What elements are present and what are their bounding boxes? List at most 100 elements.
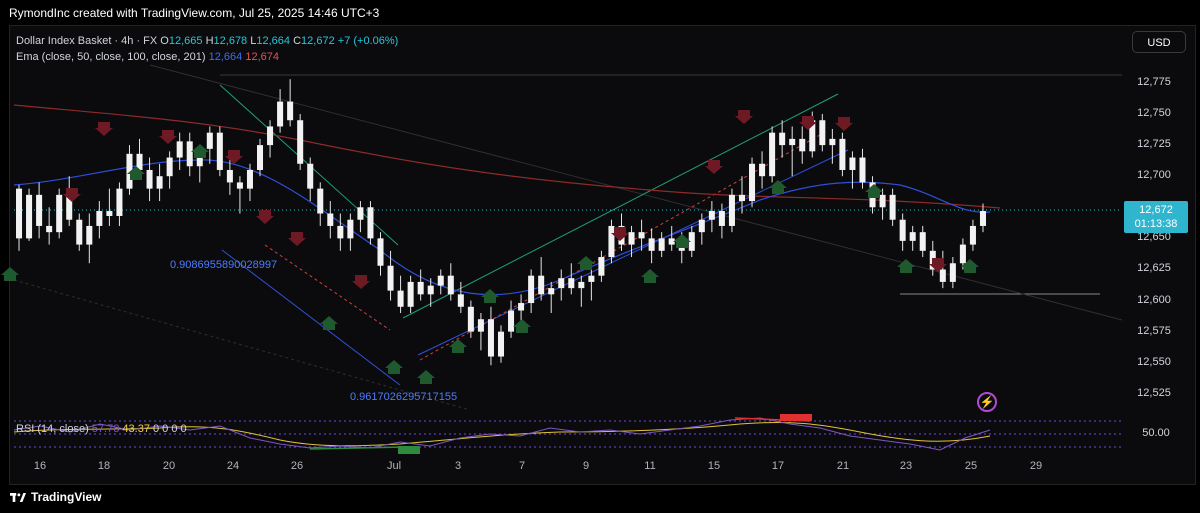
open-label: O [160,35,169,47]
buy-arrow-icon [481,289,499,303]
y-tick-label: 12,750 [1137,107,1171,119]
ema-value-slow: 12,674 [245,51,279,63]
candle-body [457,294,464,307]
channel-lower-down [221,249,401,386]
candle-body [779,132,786,146]
candle-body [508,310,515,332]
candle-body [949,263,956,282]
high-value: 12,678 [213,35,248,47]
buy-arrow-icon [865,184,883,198]
candle-body [668,238,675,245]
candle-body [558,278,565,289]
x-tick-label: 25 [964,460,978,472]
dashed-mid-down [264,244,391,331]
ema-slow-line [13,104,1001,209]
candle-body [979,211,986,226]
candle-body [829,138,836,146]
chart-frame[interactable] [9,25,1196,485]
fib-label-1: 0.9086955890028997 [170,259,278,271]
buy-arrow-icon [127,166,145,180]
candle-body [226,169,233,183]
currency-button[interactable]: USD [1132,31,1186,53]
ema-label[interactable]: Ema (close, 50, close, 100, close, 201) [16,51,206,63]
buy-arrow-icon [1,267,19,281]
y-tick-label: 12,550 [1137,355,1171,368]
buy-arrow-icon [385,360,403,374]
rsi-bear-tag [780,414,812,421]
candle-body [367,207,374,239]
rsi-value: 57.78 [91,423,120,435]
candle-body [146,169,153,189]
sell-arrow-icon [225,150,243,164]
rsi-bull-divergence [309,446,406,450]
sell-arrow-icon [929,258,947,272]
sell-arrow-icon [705,160,723,174]
y-tick-label: 12,525 [1137,386,1171,399]
bar-countdown: 01:13:38 [1134,218,1178,230]
candle-body [56,194,63,233]
x-tick-label: 16 [33,460,47,472]
candle-body [437,275,444,286]
rsi-ma-value: 43.37 [122,423,150,435]
close-label: C [293,35,302,47]
buy-arrow-icon [449,339,467,353]
candle-body [969,225,976,245]
ema-value-fast: 12,664 [208,51,243,63]
candle-body [648,238,655,251]
candle-body [588,275,595,282]
candle-body [206,132,213,149]
candle-body [397,290,404,307]
candle-body [327,213,334,226]
candle-body [879,194,886,208]
candle-body [106,211,113,216]
fib-label-2: 0.9617026295717155 [350,391,458,403]
x-tick-label: 9 [582,460,590,472]
rsi-axis-value: 50.00 [1142,427,1170,439]
sell-arrow-icon [735,110,753,124]
y-tick-label: 12,600 [1137,293,1171,306]
open-value: 12,665 [168,35,203,47]
candle-body [628,232,635,245]
chart-caption: RymondInc created with TradingView.com, … [9,6,380,20]
y-tick-label: 12,725 [1137,138,1171,151]
candle-body [176,141,183,158]
x-tick-label: 26 [290,460,304,472]
candle-body [919,232,926,251]
candle-body [789,138,796,146]
candle-body [136,153,143,170]
candle-body [799,138,806,152]
candle-body [698,219,705,233]
high-label: H [205,35,214,47]
long-trendline [149,64,1123,321]
tradingview-logo-icon [10,492,26,502]
candle-body [959,244,966,264]
candle-body [518,303,525,311]
buy-arrow-icon [897,259,915,273]
sell-arrow-icon [63,188,81,202]
rsi-line [13,417,991,451]
candle-body [307,163,314,189]
x-tick-label: 18 [97,460,111,472]
buy-arrow-icon [673,234,691,248]
rsi-extra: 0 0 0 0 [153,423,187,435]
footer-bar [0,485,1200,513]
candle-body [267,126,274,146]
sell-arrow-icon [799,116,817,130]
x-tick-label: 23 [899,460,913,472]
low-label: L [250,35,257,47]
candle-body [417,281,424,295]
candle-body [538,275,545,295]
flash-icon[interactable]: ⚡ [977,392,997,412]
candle-body [708,211,715,220]
candle-body [46,225,53,233]
low-value: 12,664 [256,35,291,47]
candle-body [96,211,103,226]
rsi-label[interactable]: RSI (14, close) [16,423,89,435]
candle-body [548,288,555,295]
sell-arrow-icon [95,122,113,136]
tradingview-logo[interactable]: TradingView [10,490,101,504]
candle-body [86,225,93,245]
chart-legend: Dollar Index Basket · 4h · FX O12,665 H1… [16,33,398,65]
candle-body [909,232,916,241]
